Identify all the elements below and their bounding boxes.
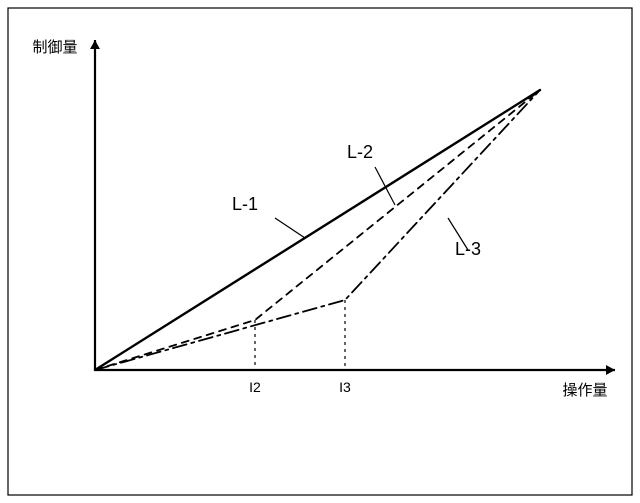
control-chart: 制御量操作量 L-1 L-2 L-3 I2 I3 [0,0,640,503]
series-label-L3: L-3 [455,239,481,259]
y-axis-label: 制御量 [32,39,77,56]
x-axis-label: 操作量 [562,382,607,399]
series-label-L1: L-1 [232,194,258,214]
series-label-L2: L-2 [347,142,373,162]
xtick-label-I2: I2 [249,379,261,395]
xtick-label-I3: I3 [339,379,351,395]
